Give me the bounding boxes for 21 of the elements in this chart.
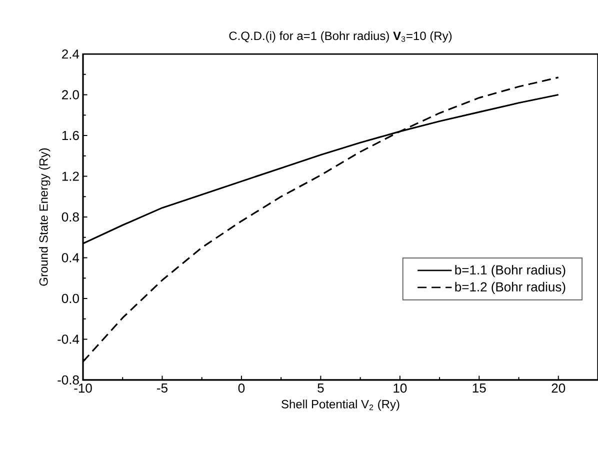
y-tick-label: 0.0 bbox=[62, 294, 79, 304]
chart-title: C.Q.D.(i) for a=1 (Bohr radius) V$_{3}$=10 (Ry) bbox=[229, 31, 452, 42]
legend-label: b=1.2 (Bohr radius) bbox=[455, 282, 566, 294]
y-tick-label: 2.4 bbox=[62, 49, 80, 59]
x-tick-label: -5 bbox=[157, 384, 168, 393]
y-tick-label: -0.8 bbox=[58, 375, 79, 385]
y-tick-label: 0.8 bbox=[62, 212, 79, 222]
x-tick-label: -10 bbox=[74, 384, 92, 393]
y-tick-label: 0.4 bbox=[62, 253, 80, 262]
y-axis-title: Ground State Energy (Ry) bbox=[39, 148, 50, 286]
legend-label: b=1.1 (Bohr radius) bbox=[455, 265, 566, 278]
x-tick-label: 15 bbox=[472, 384, 486, 393]
x-tick-label: 5 bbox=[318, 384, 324, 393]
y-tick-label: 2.0 bbox=[62, 90, 79, 100]
x-tick-label: 20 bbox=[552, 384, 566, 393]
x-tick-label: 0 bbox=[238, 384, 245, 393]
y-tick-label: 1.6 bbox=[62, 130, 79, 140]
x-tick-label: 10 bbox=[394, 384, 407, 393]
x-axis-title: Shell Potential V$_{2}$ (Ry) bbox=[282, 400, 400, 411]
y-tick-label: 1.2 bbox=[62, 172, 79, 181]
y-tick-label: -0.4 bbox=[58, 334, 80, 344]
